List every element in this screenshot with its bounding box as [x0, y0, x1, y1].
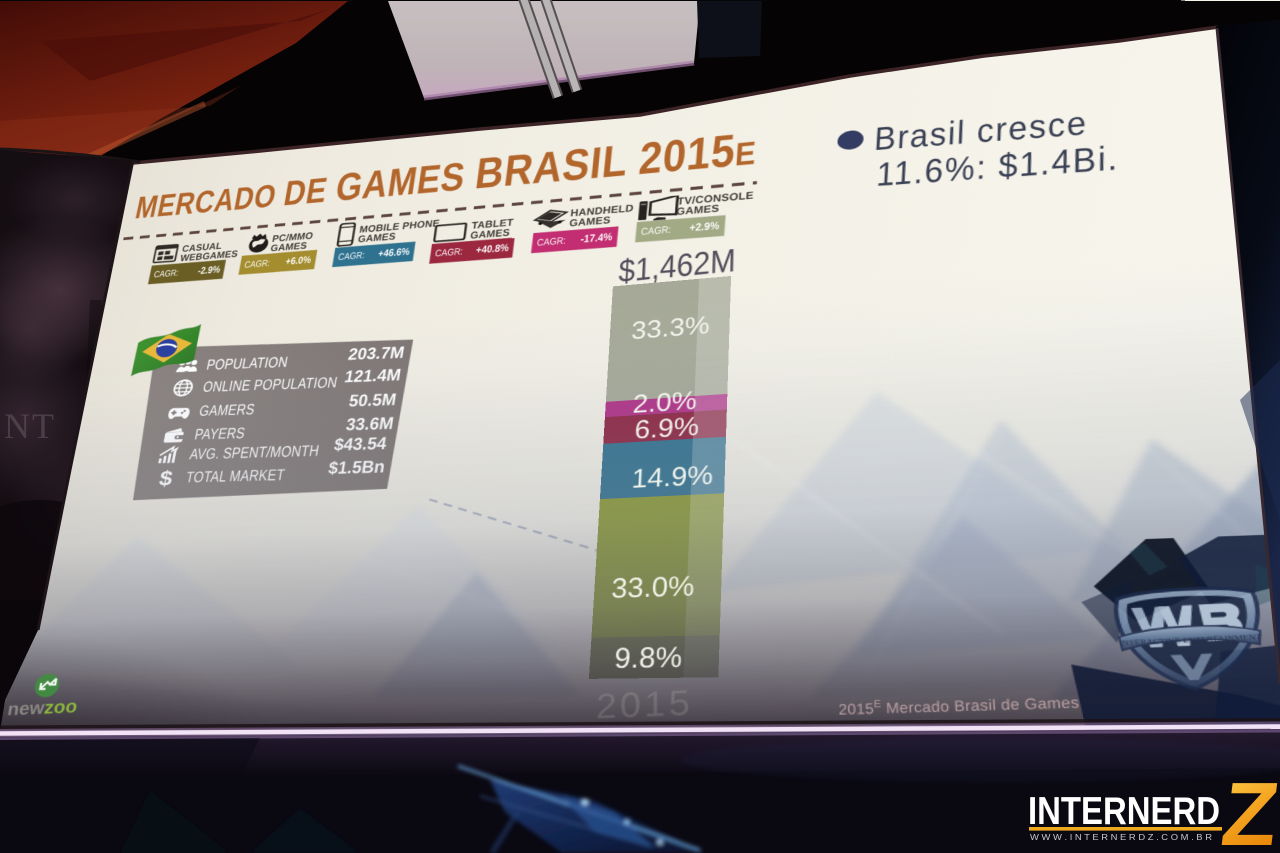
svg-text:W W W . I N T E R N E R D Z .: W W W . I N T E R N E R D Z . C O M . B …: [1030, 833, 1212, 842]
svg-text:NT: NT: [4, 406, 56, 446]
svg-text:Z: Z: [1217, 764, 1280, 853]
svg-text:INTERNERD: INTERNERD: [1028, 790, 1220, 833]
svg-text:newzoo: newzoo: [6, 697, 78, 717]
